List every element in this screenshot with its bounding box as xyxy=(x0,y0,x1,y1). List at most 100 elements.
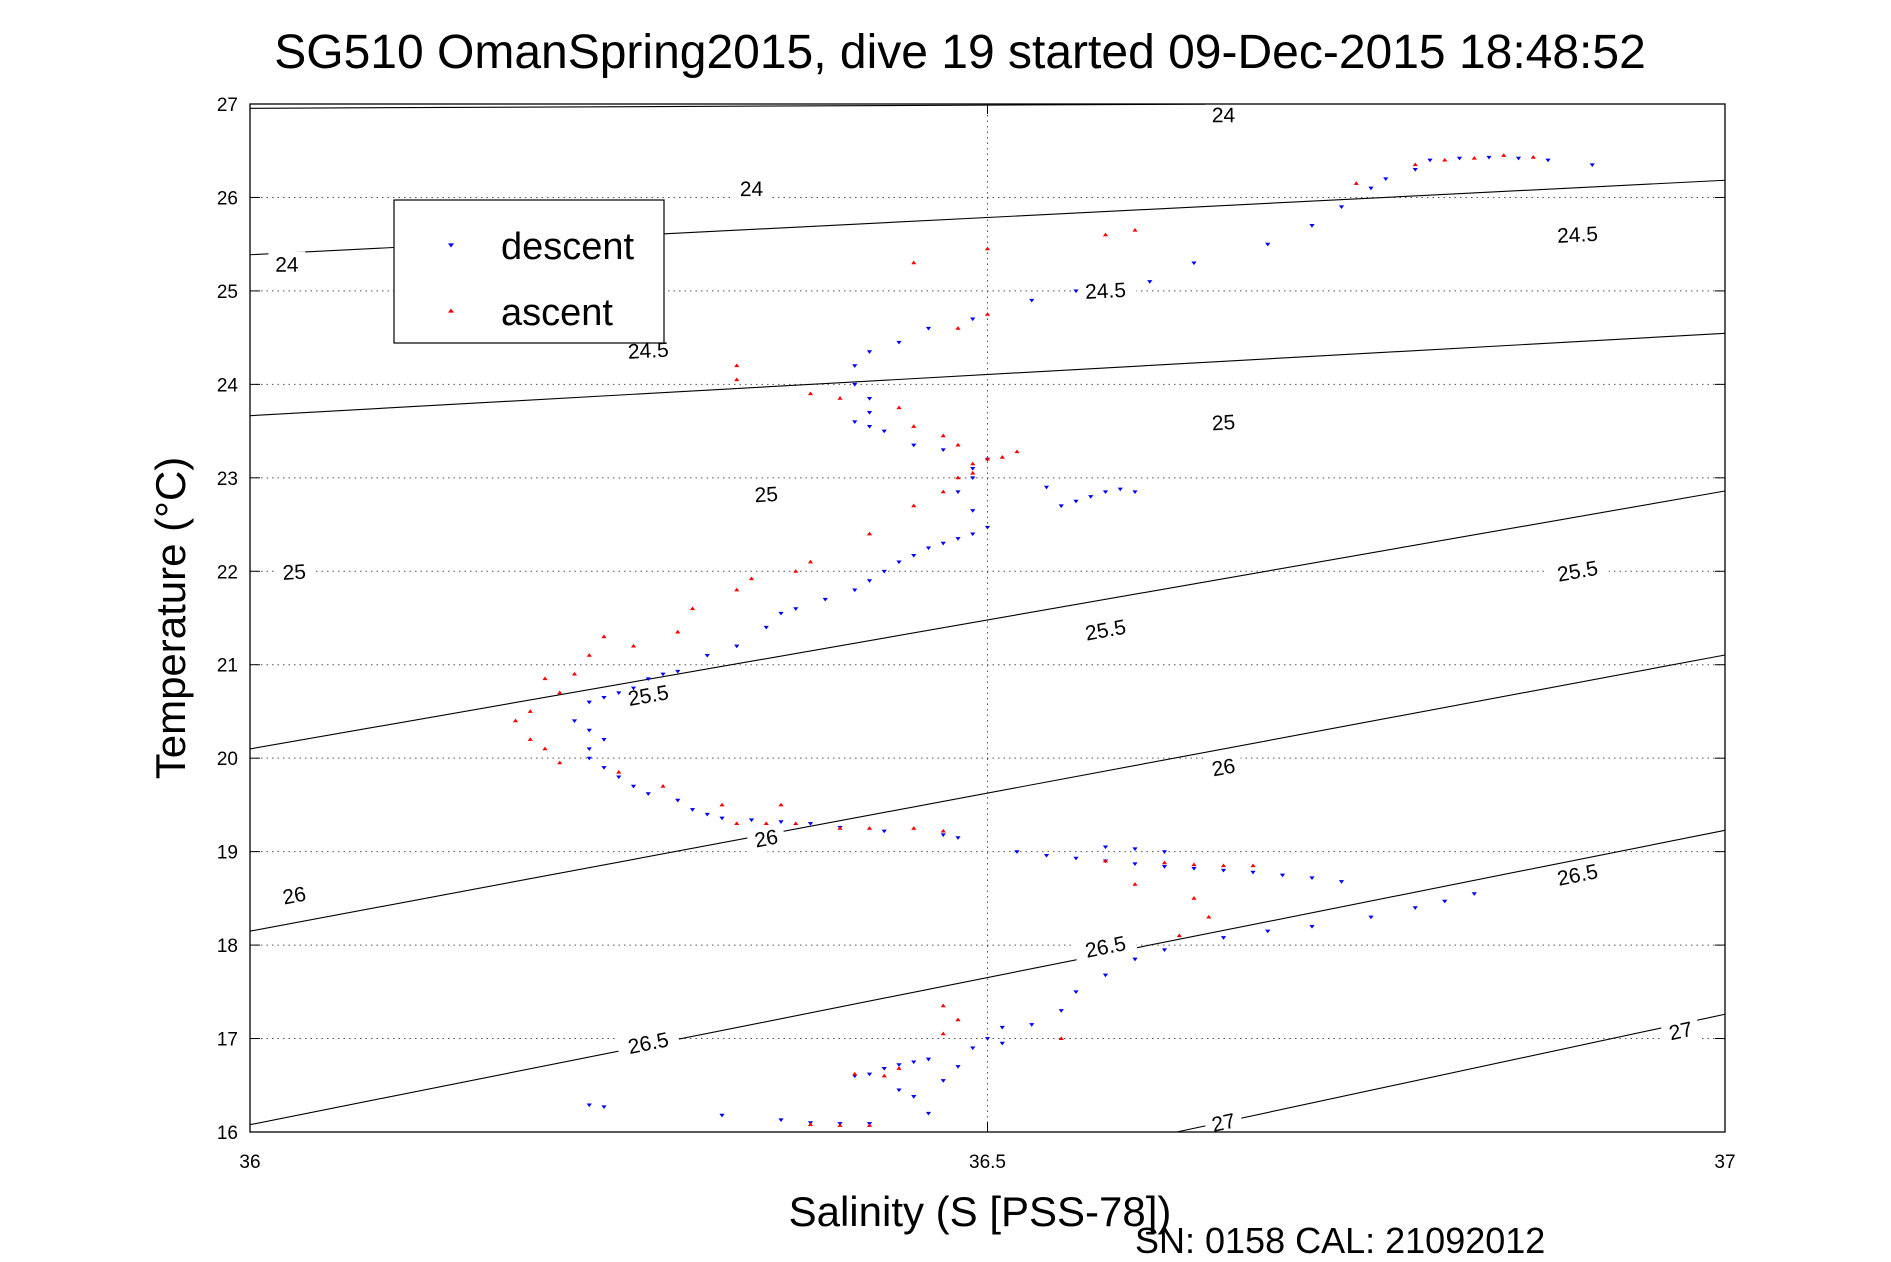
isopycnal-label-background xyxy=(1205,102,1242,129)
descent-point xyxy=(689,808,696,812)
isopycnal-label-background xyxy=(747,480,786,509)
ascent-point xyxy=(1176,933,1182,938)
descent-point xyxy=(852,382,858,387)
descent-point xyxy=(940,1079,946,1083)
descent-point xyxy=(896,340,902,345)
descent-point xyxy=(1338,205,1345,210)
ascent-point xyxy=(1191,896,1197,900)
legend-box xyxy=(393,199,665,344)
ascent-point xyxy=(586,653,592,657)
y-tick-label: 25 xyxy=(217,282,238,303)
descent-point xyxy=(1368,186,1374,191)
ascent-point xyxy=(896,405,902,410)
isopycnal-label-text: 26 xyxy=(753,826,780,853)
ascent-point xyxy=(837,1123,843,1127)
x-tick-label: 36 xyxy=(239,1152,260,1173)
ascent-point xyxy=(734,821,740,826)
ascent-point xyxy=(1132,882,1138,886)
descent-point xyxy=(940,833,946,838)
isopycnal-label-text: 26 xyxy=(281,883,308,910)
isopycnal-label-background xyxy=(1072,928,1139,966)
ascent-point xyxy=(1471,155,1477,160)
descent-point xyxy=(940,448,946,452)
isopycnal-label-background xyxy=(1072,612,1139,649)
descent-point xyxy=(1058,1009,1064,1013)
descent-point xyxy=(1073,856,1079,861)
descent-point xyxy=(1545,158,1551,163)
isopycnal-label-background xyxy=(275,558,314,587)
ascent-point xyxy=(984,312,991,316)
ascent-point xyxy=(542,746,548,751)
isopycnal-label: 27 xyxy=(1660,1014,1702,1048)
isopycnal-label-background xyxy=(1546,220,1609,250)
descent-point xyxy=(896,1063,902,1067)
descent-point xyxy=(586,756,592,761)
isopycnal-line xyxy=(249,103,1250,109)
ascent-point xyxy=(763,821,769,826)
ascent-point xyxy=(557,690,563,695)
ascent-point xyxy=(970,461,976,466)
ascent-point xyxy=(837,396,843,400)
isopycnal-line xyxy=(249,829,1726,1126)
descent-point xyxy=(925,326,932,331)
ascent-point xyxy=(1161,860,1168,865)
isopycnal-label: 25.5 xyxy=(1072,612,1139,649)
ascent-point xyxy=(940,489,946,494)
isopycnal-label: 25 xyxy=(1204,408,1243,437)
ascent-point xyxy=(955,1017,961,1022)
ascent-point xyxy=(748,576,755,581)
isopycnal-label-background xyxy=(733,175,770,203)
ascent-point xyxy=(734,587,740,592)
descent-point xyxy=(1029,298,1035,303)
ascent-point xyxy=(1206,914,1212,919)
legend: descent ascent xyxy=(393,199,665,344)
ascent-point xyxy=(866,1123,873,1127)
descent-point xyxy=(586,700,592,705)
descent-point xyxy=(1161,865,1168,869)
descent-point xyxy=(852,364,858,368)
descent-point xyxy=(970,467,976,471)
descent-point xyxy=(1058,504,1064,509)
legend-ascent-marker-triangle xyxy=(448,308,454,313)
y-tick-label: 26 xyxy=(217,188,238,209)
y-axis-label: Temperature (°C) xyxy=(147,457,194,780)
descent-point xyxy=(1383,177,1389,181)
descent-point xyxy=(911,1095,917,1099)
ascent-point xyxy=(734,363,740,368)
y-tick-label: 27 xyxy=(217,95,238,116)
descent-point xyxy=(881,429,887,434)
descent-point xyxy=(1220,936,1227,940)
isopycnal-line xyxy=(249,332,1726,417)
ascent-point xyxy=(911,260,917,265)
descent-point xyxy=(1132,957,1138,962)
isopycnal-label-text: 25 xyxy=(282,561,307,585)
ascent-point xyxy=(1442,157,1448,162)
legend-descent-marker xyxy=(448,243,454,248)
ascent-point xyxy=(527,737,533,741)
descent-point xyxy=(616,775,622,780)
ascent-point xyxy=(527,709,533,713)
isopycnal-label-background xyxy=(1544,553,1611,590)
isopycnal-label-background xyxy=(615,677,681,714)
descent-point xyxy=(601,696,607,700)
isopycnal-label-background xyxy=(1074,276,1137,306)
ascent-point xyxy=(1132,227,1138,232)
descent-point xyxy=(822,597,828,602)
descent-point xyxy=(1014,850,1020,854)
descent-point xyxy=(1132,847,1138,852)
y-tick-label: 21 xyxy=(217,656,238,677)
descent-point xyxy=(852,420,858,424)
isopycnal-label-text: 24 xyxy=(1212,104,1236,127)
ascent-point xyxy=(911,826,917,830)
ascent-point xyxy=(970,470,976,475)
descent-point xyxy=(984,525,991,530)
descent-point xyxy=(955,836,961,840)
isopycnal-label-background xyxy=(1204,408,1243,437)
descent-point xyxy=(778,820,784,824)
descent-point xyxy=(1338,880,1345,884)
descent-point xyxy=(984,1037,991,1041)
isopycnal-contours xyxy=(249,103,1726,1133)
isopycnal-line xyxy=(1176,1013,1726,1133)
isopycnal-label: 26 xyxy=(273,879,315,912)
descent-point xyxy=(852,588,858,593)
